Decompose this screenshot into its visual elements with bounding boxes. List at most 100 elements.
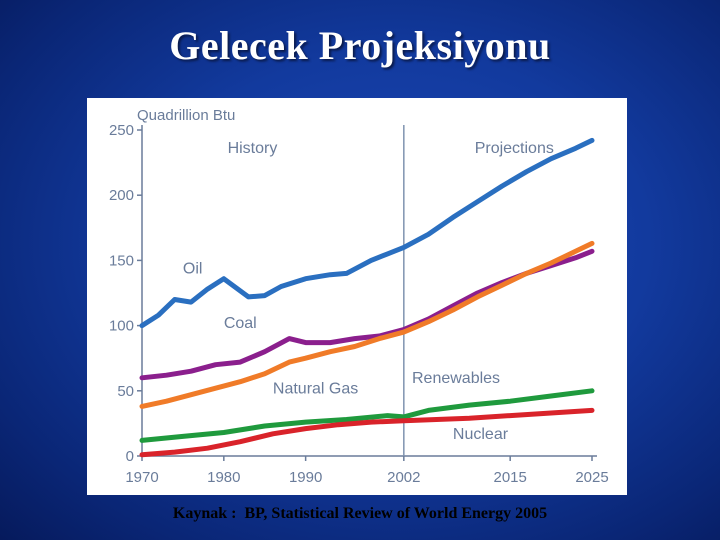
data-point-natural-gas: [288, 360, 291, 364]
data-point-coal: [590, 250, 594, 253]
source-text: BP, Statistical Review of World Energy 2…: [244, 505, 548, 522]
data-point-natural-gas: [525, 272, 528, 275]
data-point-coal: [140, 376, 144, 379]
data-point-oil: [222, 277, 226, 280]
data-point-nuclear: [140, 453, 144, 456]
data-point-nuclear: [402, 419, 406, 422]
data-point-oil: [402, 246, 406, 249]
data-point-oil: [590, 139, 594, 142]
data-point-coal: [451, 304, 455, 308]
data-point-oil: [451, 216, 455, 219]
data-point-nuclear: [549, 411, 553, 415]
x-tick-label: 2002: [387, 469, 420, 486]
data-point-nuclear: [369, 420, 373, 424]
data-point-coal: [214, 363, 217, 366]
data-point-coal: [189, 370, 193, 373]
data-point-natural-gas: [165, 400, 168, 403]
data-point-renewables: [468, 403, 471, 407]
data-point-oil: [173, 298, 176, 301]
data-point-natural-gas: [378, 337, 381, 340]
energy-chart: 0 50 100 150 200 250 1970 1980 1990 2002 2015 2025 Q…: [109, 107, 609, 486]
data-point-renewables: [345, 418, 348, 421]
slide-title: Gelecek Projeksiyonu: [169, 23, 551, 68]
data-point-nuclear: [206, 446, 209, 450]
data-point-coal: [353, 337, 356, 340]
data-point-oil: [500, 184, 504, 188]
data-point-renewables: [549, 394, 553, 398]
data-point-natural-gas: [304, 357, 307, 360]
data-point-nuclear: [468, 416, 471, 420]
data-point-oil: [525, 170, 528, 173]
data-point-nuclear: [435, 418, 438, 421]
y-tick-label: 50: [117, 383, 134, 400]
series-line-coal: [139, 248, 595, 381]
x-tick-label: 1990: [289, 469, 322, 486]
data-point-natural-gas: [263, 372, 266, 376]
y-tick-label: 250: [109, 122, 134, 139]
data-point-natural-gas: [500, 283, 504, 287]
chart-panel: 0 50 100 150 200 250 1970 1980 1990 2002 2015 2025 Q…: [87, 98, 627, 495]
data-point-oil: [263, 294, 266, 297]
data-point-renewables: [140, 439, 144, 442]
x-tick-label: 2025: [575, 469, 608, 486]
y-axis-title: Quadrillion Btu: [137, 107, 235, 124]
data-point-oil: [574, 147, 577, 150]
data-point-natural-gas: [328, 350, 332, 353]
data-point-renewables: [508, 400, 512, 403]
y-tick-label: 200: [109, 187, 134, 204]
data-point-nuclear: [271, 432, 275, 436]
data-point-coal: [574, 256, 577, 259]
data-point-natural-gas: [189, 393, 193, 396]
data-point-coal: [328, 341, 332, 344]
data-point-natural-gas: [549, 261, 553, 265]
history-label: History: [228, 140, 278, 157]
series-line-nuclear: [139, 407, 595, 458]
data-point-oil: [140, 324, 144, 327]
data-point-oil: [157, 313, 160, 317]
data-point-natural-gas: [402, 330, 406, 334]
data-point-oil: [328, 273, 332, 276]
series-label-natural-gas: Natural Gas: [273, 380, 358, 397]
y-tick-label: 0: [126, 448, 134, 465]
series-label-oil: Oil: [183, 260, 203, 277]
y-tick-label: 150: [109, 252, 134, 269]
data-point-nuclear: [238, 440, 242, 443]
x-tick-label: 1970: [125, 469, 158, 486]
x-tick-label: 1980: [207, 469, 240, 486]
data-point-coal: [263, 350, 266, 353]
data-point-natural-gas: [476, 295, 479, 299]
data-point-coal: [476, 291, 479, 295]
data-point-oil: [386, 252, 389, 256]
series-label-renewables: Renewables: [412, 370, 500, 387]
data-point-natural-gas: [590, 242, 594, 245]
series-label-coal: Coal: [224, 315, 257, 332]
data-point-oil: [369, 259, 373, 262]
data-point-renewables: [304, 420, 307, 424]
data-point-nuclear: [173, 450, 176, 454]
data-point-oil: [206, 287, 209, 291]
series-line-natural-gas: [139, 240, 595, 409]
x-tick-label: 2015: [493, 469, 526, 486]
source-label: Kaynak :: [172, 505, 237, 522]
data-point-natural-gas: [574, 250, 577, 253]
source-line: Kaynak : BP, Statistical Review of World…: [0, 505, 720, 523]
data-point-natural-gas: [353, 345, 356, 348]
series-label-nuclear: Nuclear: [453, 426, 509, 443]
data-point-renewables: [402, 415, 406, 419]
data-point-nuclear: [508, 414, 512, 417]
data-point-oil: [304, 277, 307, 280]
data-point-natural-gas: [427, 320, 430, 323]
data-point-nuclear: [337, 423, 340, 426]
projections-label: Projections: [475, 140, 554, 157]
data-point-coal: [288, 337, 291, 340]
data-point-oil: [549, 157, 553, 160]
y-tick-label: 100: [109, 318, 134, 335]
data-point-oil: [279, 285, 283, 288]
data-point-oil: [427, 233, 430, 236]
data-point-renewables: [590, 389, 594, 392]
data-point-natural-gas: [140, 405, 144, 408]
data-point-nuclear: [590, 409, 594, 412]
data-point-natural-gas: [214, 386, 217, 390]
data-point-natural-gas: [451, 308, 455, 312]
data-point-renewables: [427, 409, 430, 412]
